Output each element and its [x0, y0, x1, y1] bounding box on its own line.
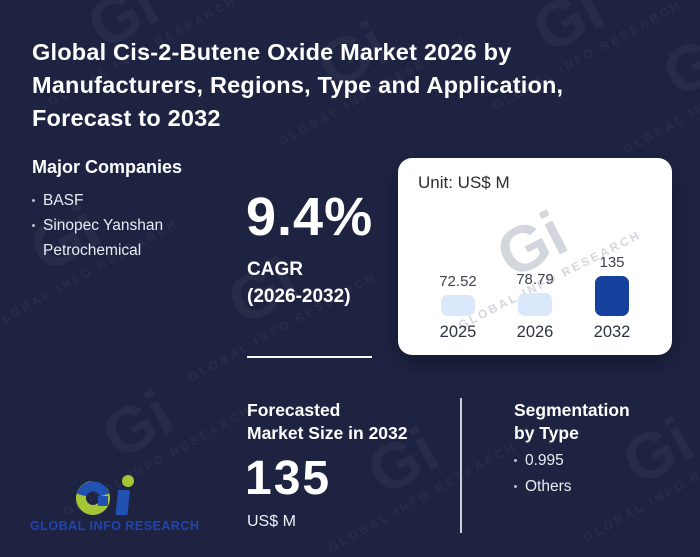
page-title-line: Manufacturers, Regions, Type and Applica…	[32, 72, 564, 98]
segmentation-heading: Segmentation by Type	[514, 399, 630, 445]
watermark-text: GLOBAL INFO RESEARCH	[621, 41, 700, 157]
bullet-dot	[32, 224, 35, 227]
list-item: 0.995	[512, 448, 682, 474]
watermark-logo-icon: Gi	[589, 0, 700, 143]
forecast-value: 135	[245, 452, 332, 505]
bar-value-label: 78.79	[516, 271, 554, 288]
gir-logo-text: GLOBAL INFO RESEARCH	[30, 519, 200, 533]
page-title-line: Global Cis-2-Butene Oxide Market 2026 by	[32, 39, 512, 65]
bar-value-label: 135	[599, 254, 625, 271]
cagr-label-line: CAGR	[247, 259, 303, 280]
list-item: Others	[512, 474, 682, 500]
gir-logo: GLOBAL INFO RESEARCH	[30, 474, 200, 533]
bullet-dot	[32, 199, 35, 202]
forecast-heading: Forecasted Market Size in 2032	[247, 399, 408, 445]
gir-logo-mark-icon	[76, 475, 134, 515]
cagr-value: 9.4%	[246, 187, 374, 247]
bar-category-label: 2032	[593, 323, 631, 341]
bar-category-label: 2026	[516, 323, 554, 341]
bullet-dot	[514, 459, 517, 462]
forecast-heading-line: Market Size in 2032	[247, 423, 408, 443]
market-chart-card: Gi GLOBAL INFO RESEARCH Unit: US$ M 72.5…	[398, 158, 672, 355]
cagr-label: CAGR (2026-2032)	[247, 256, 351, 310]
list-item-label: 0.995	[525, 452, 564, 469]
bar-chart: 72.52 2025 78.79 2026 135 2032	[426, 214, 644, 341]
list-item-label: Sinopec Yanshan Petrochemical	[43, 217, 164, 259]
page-title-line: Forecast to 2032	[32, 105, 221, 131]
segmentation-heading-line: by Type	[514, 423, 579, 443]
bar-column: 135 2032	[580, 254, 644, 341]
forecast-unit: US$ M	[247, 513, 296, 530]
major-companies-heading: Major Companies	[32, 157, 183, 177]
watermark-text: GLOBAL INFO RESEARCH	[326, 439, 519, 555]
vertical-divider	[460, 398, 462, 533]
list-item-label: Others	[525, 478, 572, 495]
bar	[518, 293, 552, 316]
segmentation-list: 0.995 Others	[512, 448, 682, 500]
segmentation-heading-line: Segmentation	[514, 400, 630, 420]
bar-column: 78.79 2026	[503, 271, 567, 341]
list-item-label: BASF	[43, 192, 84, 209]
cagr-label-line: (2026-2032)	[247, 286, 351, 307]
bar-column: 72.52 2025	[426, 273, 490, 341]
page-title: Global Cis-2-Butene Oxide Market 2026 by…	[32, 36, 563, 135]
horizontal-divider	[247, 356, 372, 358]
major-companies-list: BASF Sinopec Yanshan Petrochemical	[30, 188, 205, 263]
bar	[595, 276, 629, 316]
bar	[441, 295, 475, 316]
bullet-dot	[514, 485, 517, 488]
bar-value-label: 72.52	[439, 273, 477, 290]
list-item: BASF	[30, 188, 205, 213]
forecast-heading-line: Forecasted	[247, 400, 341, 420]
bar-category-label: 2025	[439, 323, 477, 341]
chart-unit-label: Unit: US$ M	[418, 173, 510, 192]
list-item: Sinopec Yanshan Petrochemical	[30, 213, 205, 263]
